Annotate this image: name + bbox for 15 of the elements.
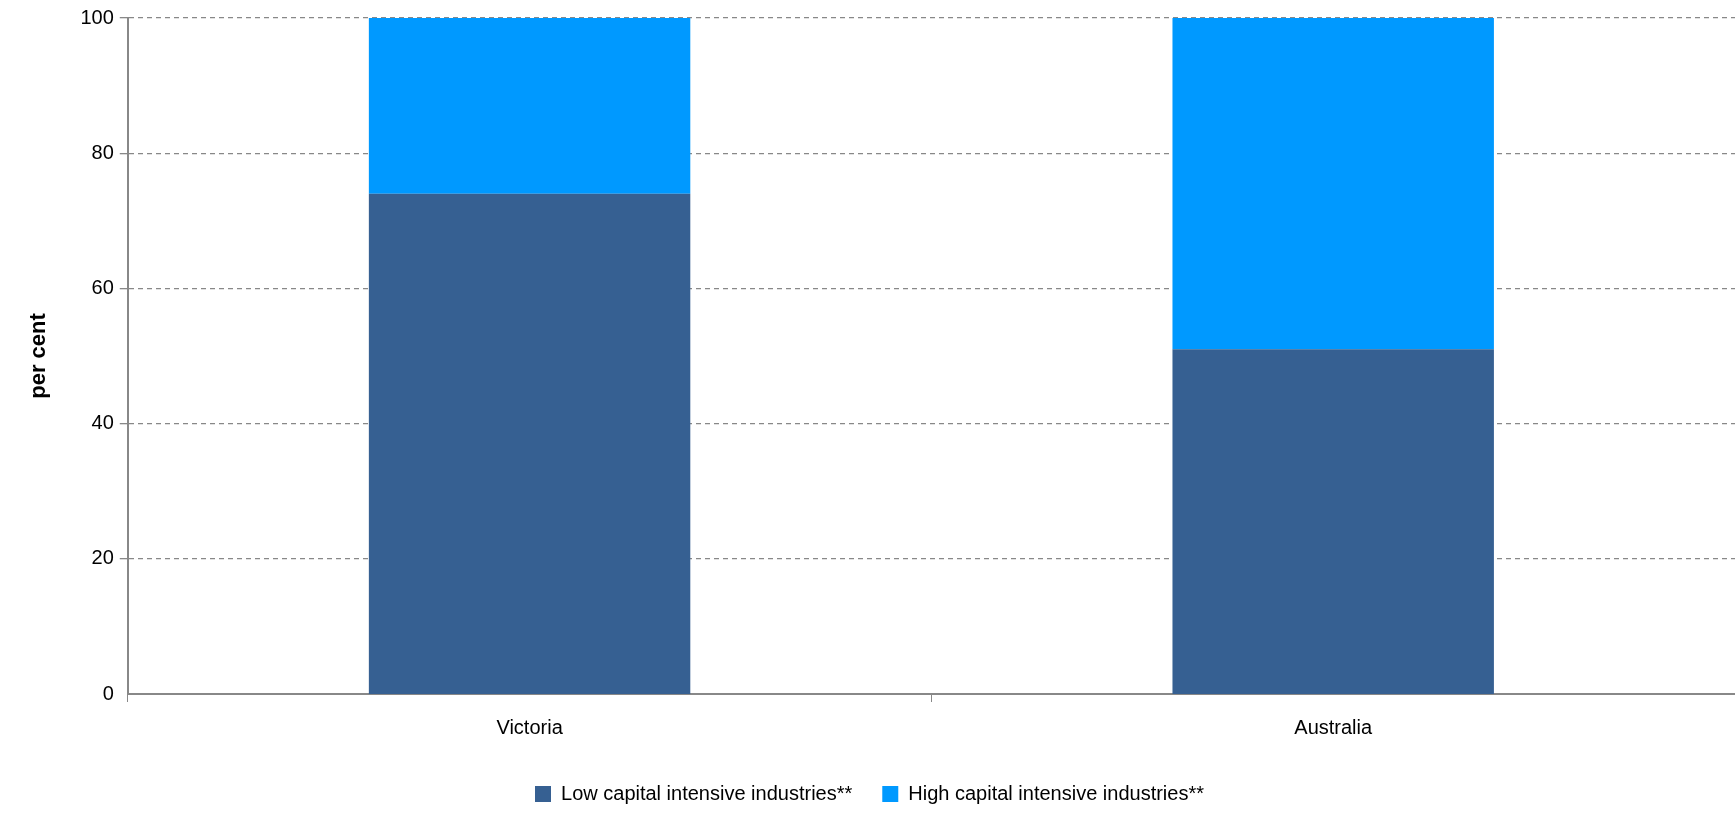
y-tick-label: 80 [91, 140, 114, 163]
bar [368, 18, 691, 194]
y-tick-label: 40 [91, 411, 114, 434]
y-axis-title: per cent [25, 312, 51, 399]
bar [368, 193, 691, 694]
x-tick-label: Australia [1294, 715, 1373, 738]
legend-label: Low capital intensive industries** [561, 781, 853, 804]
y-tick-label: 60 [91, 275, 114, 298]
y-tick-label: 0 [102, 681, 114, 704]
y-tick-label: 100 [80, 5, 114, 28]
bar [1172, 349, 1494, 694]
legend-label: High capital intensive industries** [908, 781, 1205, 804]
y-tick-label: 20 [91, 546, 114, 569]
x-tick-label: Victoria [496, 715, 564, 738]
bar [1172, 18, 1494, 350]
